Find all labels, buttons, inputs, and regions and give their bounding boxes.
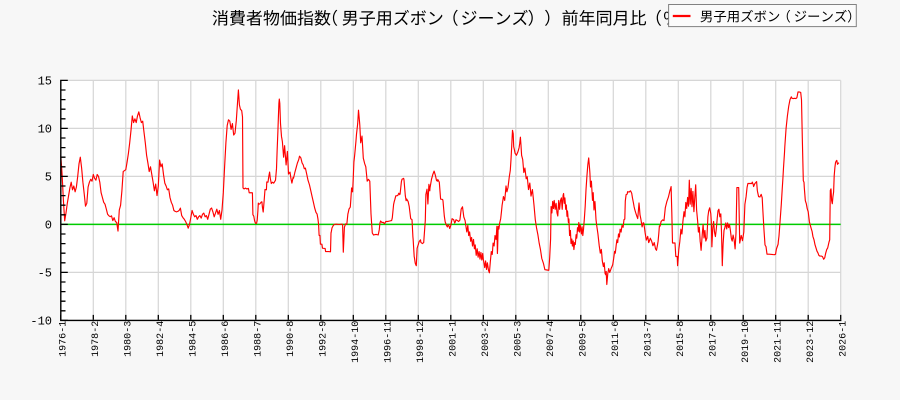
svg-text:2003-2: 2003-2	[481, 321, 492, 357]
svg-text:1992-9: 1992-9	[318, 321, 329, 357]
svg-text:2005-3: 2005-3	[513, 321, 524, 357]
svg-text:-5: -5	[38, 266, 52, 280]
svg-text:2026-1: 2026-1	[838, 321, 849, 357]
svg-text:2009-5: 2009-5	[578, 321, 589, 357]
svg-text:2019-10: 2019-10	[741, 321, 752, 363]
svg-text:-10: -10	[30, 314, 52, 328]
svg-text:1988-7: 1988-7	[253, 321, 264, 357]
svg-text:1984-5: 1984-5	[188, 321, 199, 357]
svg-text:1998-12: 1998-12	[416, 321, 427, 363]
svg-text:2015-8: 2015-8	[676, 321, 687, 357]
svg-text:1994-10: 1994-10	[351, 321, 362, 363]
svg-text:2011-6: 2011-6	[611, 321, 622, 357]
svg-text:5: 5	[45, 170, 52, 184]
svg-text:1996-11: 1996-11	[383, 321, 394, 363]
svg-text:10: 10	[38, 122, 52, 136]
svg-text:2001-1: 2001-1	[448, 321, 459, 357]
svg-text:15: 15	[38, 74, 52, 88]
svg-text:1978-2: 1978-2	[91, 321, 102, 357]
svg-text:1982-4: 1982-4	[156, 321, 167, 357]
svg-text:1976-1: 1976-1	[58, 321, 69, 357]
svg-text:0: 0	[45, 218, 52, 232]
svg-text:2013-7: 2013-7	[643, 321, 654, 357]
svg-text:2023-12: 2023-12	[806, 321, 817, 363]
svg-text:2021-11: 2021-11	[773, 321, 784, 363]
svg-text:2007-4: 2007-4	[546, 321, 557, 357]
svg-text:1990-8: 1990-8	[286, 321, 297, 357]
svg-text:2017-9: 2017-9	[708, 321, 719, 357]
svg-text:1986-6: 1986-6	[221, 321, 232, 357]
svg-text:1980-3: 1980-3	[123, 321, 134, 357]
